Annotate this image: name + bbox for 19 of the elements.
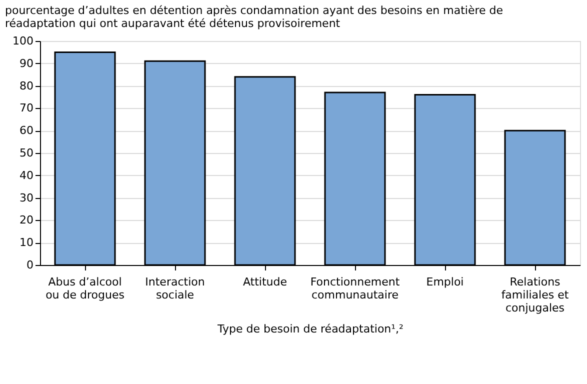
- y-tick-label: 70: [20, 102, 34, 115]
- x-axis-title: Type de besoin de réadaptation¹,²: [216, 322, 404, 336]
- y-tick-label: 40: [20, 168, 34, 182]
- y-tick-label: 30: [20, 191, 34, 204]
- y-tick-label: 20: [20, 214, 34, 227]
- y-tick-label: 10: [20, 236, 34, 250]
- y-tick-label: 50: [20, 146, 34, 160]
- x-tick-label: Abus d’alcool ou de drogues: [46, 276, 125, 302]
- x-tick-label: Fonctionnement communautaire: [310, 276, 400, 302]
- y-tick-label: 100: [12, 34, 34, 48]
- chart-title: pourcentage d’adultes en détention après condamnation ayant des besoins en matière de réadaptation qui ont auparavant été détenus provisoirement: [5, 4, 504, 30]
- y-tick-label: 0: [26, 258, 34, 272]
- y-tick-label: 90: [20, 56, 34, 70]
- x-tick-label: Relations familiales et conjugales: [501, 276, 570, 314]
- x-tick-label: Emploi: [426, 276, 464, 288]
- x-tick-label: Attitude: [242, 276, 288, 288]
- y-tick-label: 60: [20, 124, 34, 138]
- x-tick-label: Interaction sociale: [145, 276, 205, 302]
- y-tick-label: 80: [20, 79, 34, 92]
